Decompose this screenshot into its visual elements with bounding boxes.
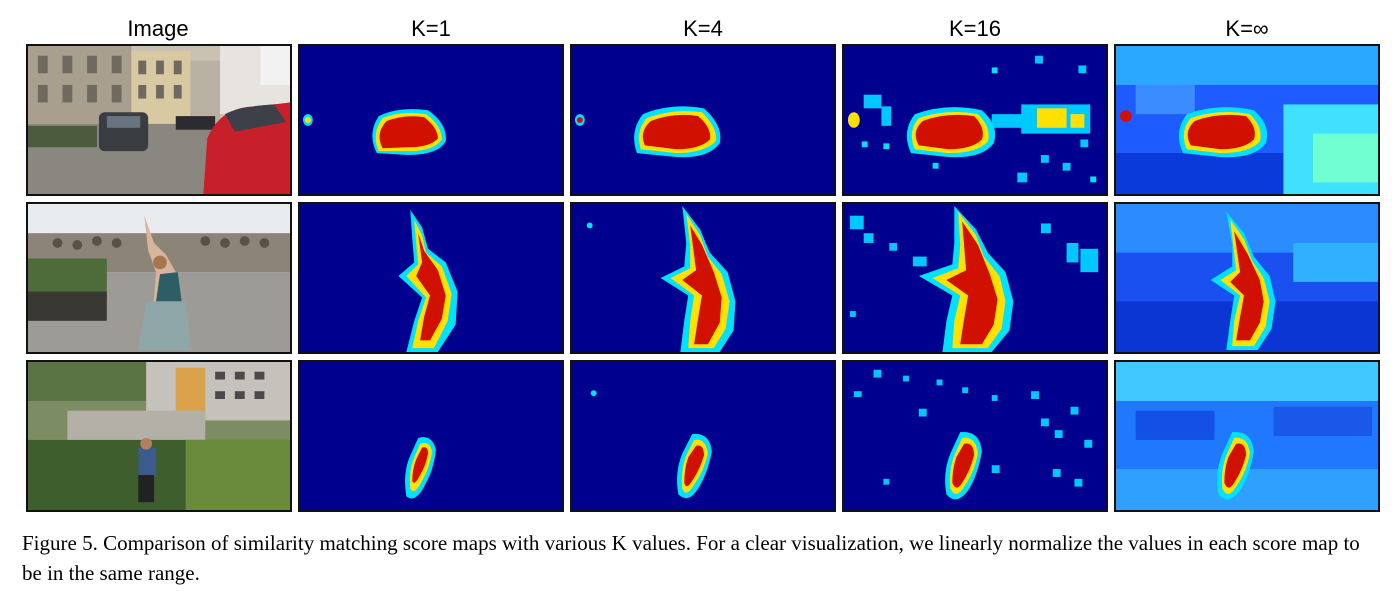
dancer-scene-image: [28, 204, 290, 352]
garden-scene-image: [28, 362, 290, 510]
column-title-k4: K=4: [683, 16, 723, 41]
row2-score-map-k1: [298, 202, 564, 354]
heatmap-kinf-row3: [1116, 362, 1378, 510]
column-title-k1: K=1: [411, 16, 451, 41]
column-title-k16: K=16: [949, 16, 1001, 41]
row1-score-map-k4: [570, 44, 836, 196]
row3-score-map-k4: [570, 360, 836, 512]
row2-score-map-k4: [570, 202, 836, 354]
heatmap-kinf-row1: [1116, 46, 1378, 194]
heatmap-k16-row1: [844, 46, 1106, 194]
heatmap-k4-row2: [572, 204, 834, 352]
row2-score-map-kinf: [1114, 202, 1380, 354]
heatmap-k1-row3: [300, 362, 562, 510]
column-title-image: Image: [127, 16, 189, 41]
row1-input-image: [26, 44, 292, 196]
row1-score-map-k1: [298, 44, 564, 196]
heatmap-k1-row1: [300, 46, 562, 194]
row2-input-image: [26, 202, 292, 354]
row1-score-map-kinf: [1114, 44, 1380, 196]
heatmap-k1-row2: [300, 204, 562, 352]
row3-score-map-k1: [298, 360, 564, 512]
heatmap-kinf-row2: [1116, 204, 1378, 352]
row3-score-map-k16: [842, 360, 1108, 512]
heatmap-k4-row1: [572, 46, 834, 194]
row3-input-image: [26, 360, 292, 512]
row1-score-map-k16: [842, 44, 1108, 196]
figure-caption: Figure 5. Comparison of similarity match…: [22, 531, 1360, 585]
row2-score-map-k16: [842, 202, 1108, 354]
column-title-kinf: K=∞: [1225, 16, 1269, 41]
heatmap-k4-row3: [572, 362, 834, 510]
street-scene-image: [28, 46, 290, 194]
heatmap-k16-row2: [844, 204, 1106, 352]
row3-score-map-kinf: [1114, 360, 1380, 512]
heatmap-k16-row3: [844, 362, 1106, 510]
